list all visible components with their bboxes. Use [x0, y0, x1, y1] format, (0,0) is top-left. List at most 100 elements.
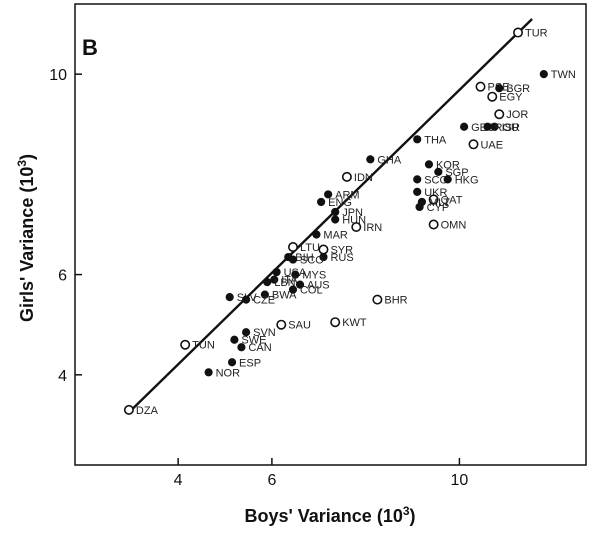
point-label-tur: TUR [525, 28, 548, 40]
point-kor [424, 160, 434, 169]
point-gha [366, 155, 375, 164]
point-pse [475, 81, 486, 92]
point-uae [468, 139, 479, 150]
point-bwa [260, 290, 269, 299]
point-label-gha: GHA [377, 154, 402, 166]
point-label-qat: QAT [441, 194, 463, 206]
point-sgp [434, 167, 443, 176]
point-label-cyp: CYP [427, 202, 450, 214]
y-axis-title: Girls' Variance (103) [15, 154, 37, 322]
point-label-irn: IRN [363, 222, 382, 234]
point-label-col: COL [300, 285, 323, 297]
point-label-twn: TWN [551, 69, 576, 81]
point-label-swe: SWE [241, 335, 266, 347]
y-axis-exponent: 3 [15, 160, 29, 167]
point-label-tun: TUN [192, 340, 215, 352]
point-tha [413, 135, 422, 144]
panel-label: B [82, 35, 98, 60]
point-ukr [413, 187, 422, 197]
point-esp [227, 358, 237, 367]
data-points: TURTWNPSEBGREGYJORGEOUAEISRROUTHAKORGHAS… [123, 27, 576, 417]
point-label-cze: CZE [253, 295, 275, 307]
x-tick-label: 10 [451, 472, 469, 489]
point-slv [225, 293, 234, 302]
y-tick-label: 10 [49, 67, 67, 84]
point-mlt [417, 197, 427, 207]
point-col [288, 285, 298, 294]
point-label-ltu: LTU [300, 242, 320, 254]
point-usa [272, 267, 281, 277]
x-axis-title-text: Boys' Variance (10 [244, 506, 402, 526]
point-dza [123, 404, 134, 415]
point-label-aus: AUS [307, 280, 330, 292]
point-label-kwt: KWT [342, 317, 367, 329]
y-axis-title-text: Girls' Variance (10 [17, 167, 37, 322]
point-aus [295, 280, 305, 289]
point-label-bgr: BGR [506, 83, 530, 95]
point-label-omn: OMN [441, 219, 467, 231]
point-label-dza: DZA [136, 405, 159, 417]
point-scg [413, 175, 422, 184]
point-egy [487, 91, 498, 102]
point-label-sau: SAU [288, 320, 311, 332]
point-label-can: CAN [248, 342, 271, 354]
point-label-arm: ARM [335, 189, 359, 201]
point-label-esp: ESP [239, 357, 261, 369]
regression-line [128, 18, 533, 414]
point-label-lbn: LBN [274, 277, 295, 289]
point-mys [291, 270, 300, 279]
point-irn [351, 221, 362, 232]
point-label-hun: HUN [342, 214, 366, 226]
point-omn [428, 219, 439, 230]
point-jor [494, 109, 505, 120]
point-label-egy: EGY [499, 92, 523, 104]
point-label-mar: MAR [323, 230, 348, 242]
point-label-syr: SYR [330, 245, 353, 257]
point-label-ukr: UKR [424, 187, 447, 199]
point-label-kor: KOR [436, 159, 460, 171]
point-label-ita: ITA [281, 275, 298, 287]
plot-frame [74, 3, 587, 466]
point-kwt [330, 317, 341, 328]
point-hun [331, 215, 340, 224]
x-axis-exponent: 3 [403, 504, 410, 518]
y-tick-label: 6 [58, 268, 67, 285]
x-axis-title: Boys' Variance (103) [244, 504, 415, 526]
point-label-svn: SVN [253, 327, 276, 339]
point-hkg [443, 175, 452, 184]
point-label-eng: ENG [328, 197, 352, 209]
point-label-mlt: MLT [429, 197, 450, 209]
point-twn [539, 70, 548, 79]
axis-ticks: 4 6 10 4 6 10 [49, 67, 468, 489]
point-bhr [372, 294, 383, 305]
point-ltu [287, 242, 298, 253]
point-label-jor: JOR [506, 109, 528, 121]
point-label-jpn: JPN [342, 207, 363, 219]
point-arm [324, 190, 333, 199]
point-mar [312, 230, 321, 239]
point-bgr [495, 84, 504, 93]
y-tick-label: 4 [58, 368, 67, 385]
x-tick-label: 4 [174, 472, 183, 489]
point-label-uae: UAE [480, 139, 503, 151]
point-label-nor: NOR [216, 367, 241, 379]
point-lbn [263, 278, 272, 287]
point-label-mys: MYS [302, 270, 326, 282]
point-label-rou: ROU [495, 122, 519, 134]
point-geo [460, 122, 469, 131]
point-nor [204, 368, 213, 377]
point-sau [276, 319, 287, 330]
point-ita [270, 275, 279, 284]
point-eng [317, 197, 326, 207]
point-jpn [331, 207, 340, 217]
point-label-isr: ISR [502, 122, 520, 134]
point-sco [288, 255, 298, 264]
point-label-sgp: SGP [445, 167, 468, 179]
point-qat [428, 194, 439, 205]
point-tun [180, 339, 191, 350]
point-label-tha: THA [424, 134, 447, 146]
point-label-hkg: HKG [455, 174, 479, 186]
y-axis-close-paren: ) [17, 154, 37, 160]
point-rou [483, 122, 492, 131]
point-cze [242, 295, 251, 304]
